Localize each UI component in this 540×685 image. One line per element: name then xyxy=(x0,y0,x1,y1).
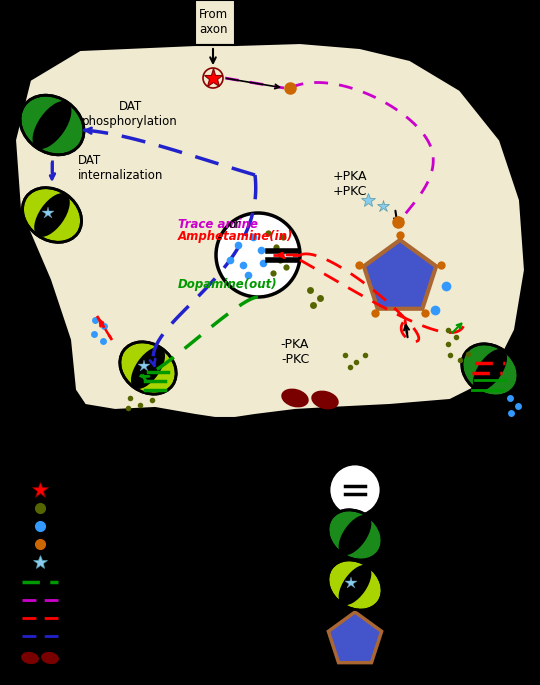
Ellipse shape xyxy=(21,652,39,664)
Polygon shape xyxy=(328,612,382,662)
Text: Axon terminal: Axon terminal xyxy=(240,18,440,42)
Ellipse shape xyxy=(23,188,82,242)
Ellipse shape xyxy=(281,388,309,408)
Ellipse shape xyxy=(473,349,507,391)
Text: Trace amine: Trace amine xyxy=(178,218,258,231)
Ellipse shape xyxy=(20,95,84,155)
Polygon shape xyxy=(15,43,525,418)
Circle shape xyxy=(216,213,300,297)
Ellipse shape xyxy=(339,565,372,605)
Ellipse shape xyxy=(328,510,382,560)
Ellipse shape xyxy=(34,193,70,237)
Text: Dopamine(out): Dopamine(out) xyxy=(178,278,278,291)
Ellipse shape xyxy=(311,390,339,410)
Ellipse shape xyxy=(339,515,372,555)
Ellipse shape xyxy=(131,347,165,389)
Ellipse shape xyxy=(32,101,71,149)
Text: DAT
internalization: DAT internalization xyxy=(78,154,164,182)
Polygon shape xyxy=(195,0,235,45)
Ellipse shape xyxy=(462,344,518,396)
Text: +PKA
+PKC: +PKA +PKC xyxy=(333,170,367,198)
Circle shape xyxy=(329,464,381,516)
Ellipse shape xyxy=(41,652,59,664)
Text: -PKA
-PKC: -PKA -PKC xyxy=(281,338,309,366)
Ellipse shape xyxy=(120,342,176,394)
Text: or: or xyxy=(228,218,240,231)
Polygon shape xyxy=(364,240,436,309)
Text: DAT
phosphorylation: DAT phosphorylation xyxy=(82,100,178,128)
Text: From
axon: From axon xyxy=(198,8,227,36)
Ellipse shape xyxy=(328,560,382,610)
Text: Amphetamine(in): Amphetamine(in) xyxy=(178,230,293,243)
